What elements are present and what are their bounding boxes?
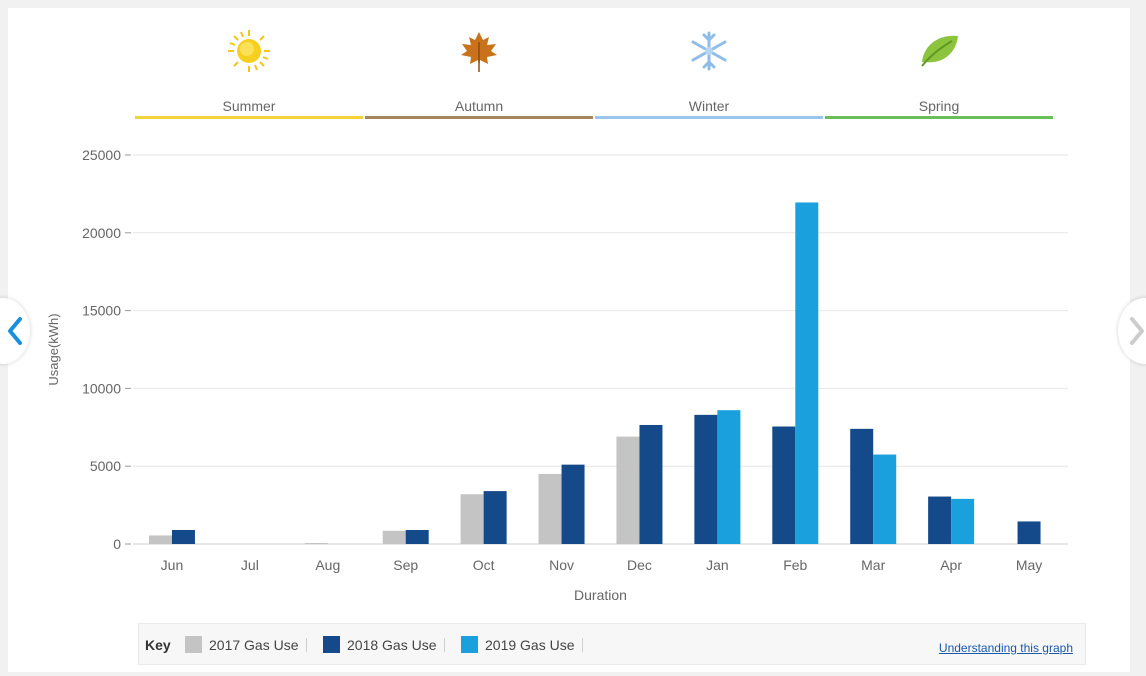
legend-separator xyxy=(444,638,445,652)
key-label: Key xyxy=(145,637,171,653)
season-autumn: Autumn xyxy=(365,28,593,119)
season-underline xyxy=(135,116,363,119)
legend-swatch xyxy=(461,636,478,653)
x-tick-label: Oct xyxy=(473,557,495,573)
season-label: Autumn xyxy=(454,98,504,114)
legend-label: 2018 Gas Use xyxy=(347,637,437,653)
legend-key: Key 2017 Gas Use 2018 Gas Use 2019 Gas U… xyxy=(138,623,1086,665)
bar-jan-1 xyxy=(694,414,718,544)
bar-sep-0 xyxy=(382,530,406,544)
season-spring: Spring xyxy=(825,28,1053,119)
green-leaf-icon xyxy=(921,35,958,67)
x-tick-label: Jun xyxy=(161,557,184,573)
bar-oct-0 xyxy=(460,494,484,544)
bar-apr-2 xyxy=(951,498,975,544)
season-underline xyxy=(595,116,823,119)
bar-sep-1 xyxy=(405,529,429,544)
y-tick-label: 15000 xyxy=(82,303,121,319)
legend-swatch xyxy=(323,636,340,653)
bar-jun-1 xyxy=(171,529,195,544)
bar-feb-1 xyxy=(772,426,796,544)
bar-aug-0 xyxy=(304,543,328,544)
bar-dec-0 xyxy=(616,436,640,544)
x-tick-label: Apr xyxy=(940,557,962,573)
bar-oct-1 xyxy=(483,491,507,544)
legend-label: 2017 Gas Use xyxy=(209,637,299,653)
understanding-graph-link[interactable]: Understanding this graph xyxy=(938,641,1073,655)
bar-nov-0 xyxy=(538,473,562,544)
y-tick-label: 20000 xyxy=(82,225,121,241)
next-button[interactable] xyxy=(1118,298,1146,364)
x-tick-label: Jul xyxy=(241,557,259,573)
y-axis-title: Usage(kWh) xyxy=(46,313,61,385)
legend-swatch xyxy=(185,636,202,653)
maple-leaf-icon xyxy=(461,32,497,72)
season-label: Winter xyxy=(688,98,730,114)
bar-apr-1 xyxy=(928,496,952,544)
usage-bar-chart: 0 5000 10000 15000 20000 25000 Jun Jul Aug Sep Oct… xyxy=(46,147,1068,603)
x-tick-label: Jan xyxy=(706,557,729,573)
legend-separator xyxy=(306,638,307,652)
legend-separator xyxy=(582,638,583,652)
season-underline xyxy=(365,116,593,119)
x-tick-label: Aug xyxy=(315,557,340,573)
bar-may-1 xyxy=(1017,521,1041,544)
bar-jan-2 xyxy=(717,410,741,544)
season-underline xyxy=(825,116,1053,119)
x-tick-label: May xyxy=(1016,557,1042,573)
bar-jun-0 xyxy=(148,535,172,544)
x-axis-title: Duration xyxy=(574,587,627,603)
sun-icon xyxy=(228,30,270,72)
y-tick-label: 10000 xyxy=(82,380,121,396)
x-tick-label: Dec xyxy=(627,557,652,573)
snowflake-icon xyxy=(691,31,727,71)
chevron-left-icon xyxy=(8,317,22,345)
x-tick-label: Sep xyxy=(393,557,418,573)
previous-button[interactable] xyxy=(0,298,30,364)
y-tick-label: 5000 xyxy=(90,458,121,474)
season-label: Spring xyxy=(918,98,960,114)
bar-dec-1 xyxy=(639,424,663,544)
usage-card: Summer Autumn Winter Spring xyxy=(8,8,1130,672)
bar-mar-2 xyxy=(873,454,897,544)
y-tick-label: 25000 xyxy=(82,147,121,163)
bar-feb-2 xyxy=(795,202,819,544)
season-summer: Summer xyxy=(135,28,363,119)
bar-mar-1 xyxy=(850,428,874,544)
legend-label: 2019 Gas Use xyxy=(485,637,575,653)
season-winter: Winter xyxy=(595,28,823,119)
x-tick-label: Mar xyxy=(861,557,885,573)
x-tick-label: Nov xyxy=(549,557,574,573)
x-tick-label: Feb xyxy=(783,557,807,573)
season-label: Summer xyxy=(222,98,276,114)
bar-nov-1 xyxy=(561,464,585,544)
y-tick-label: 0 xyxy=(113,536,121,552)
chevron-right-icon xyxy=(1130,317,1144,345)
